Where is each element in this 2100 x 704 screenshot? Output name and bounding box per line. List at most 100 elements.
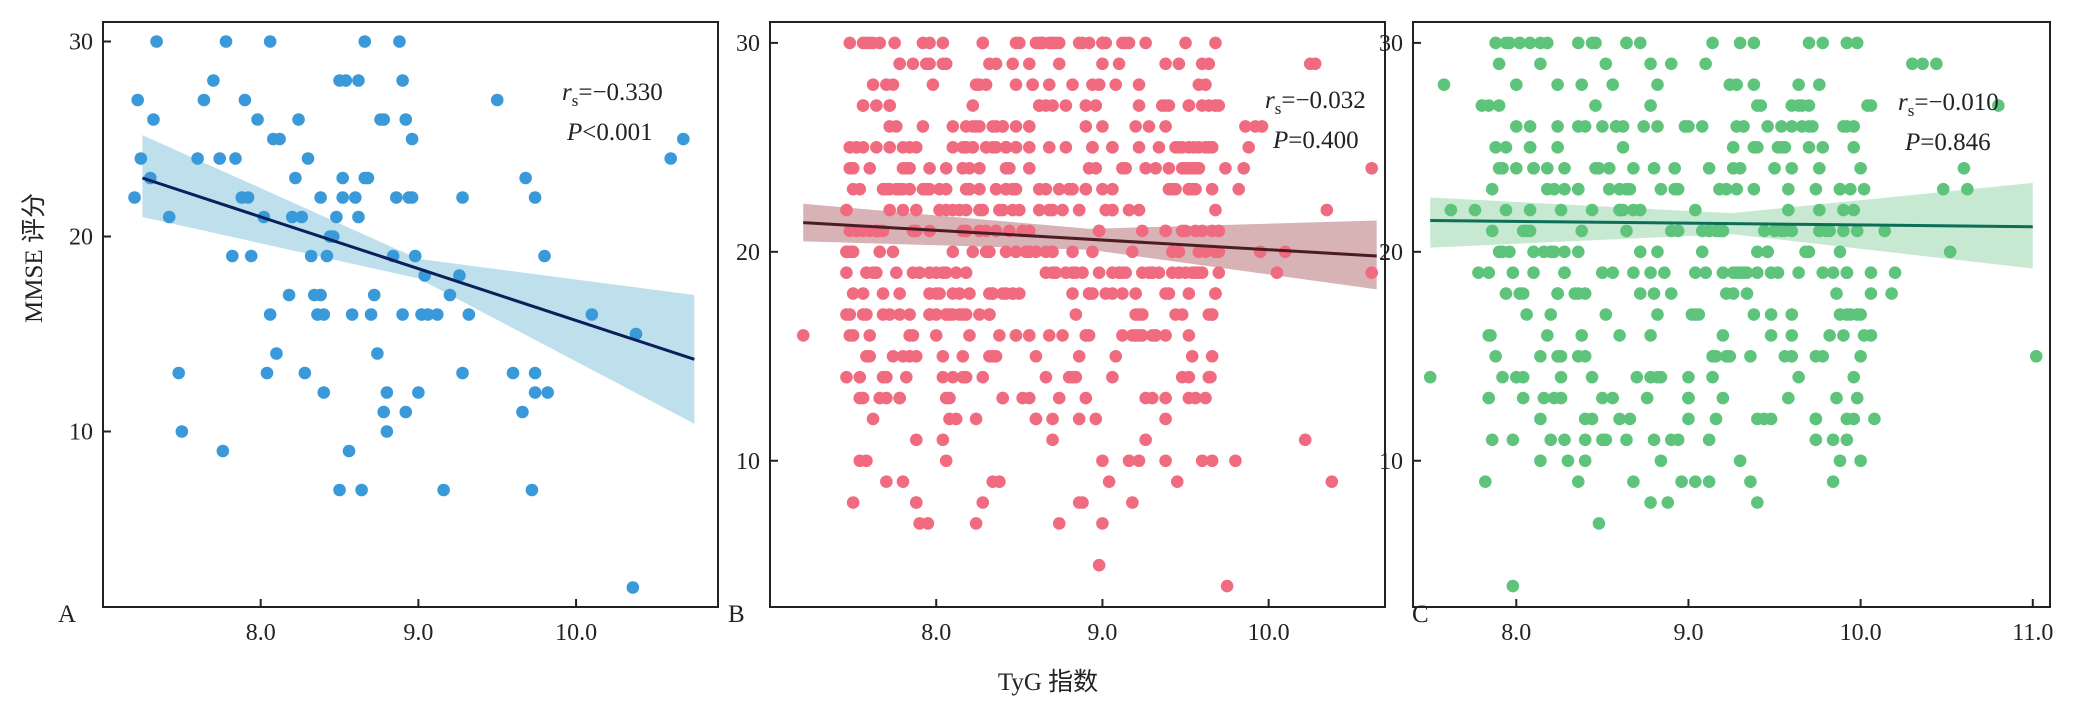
data-point	[585, 308, 599, 321]
data-point	[1764, 329, 1778, 342]
data-point	[1444, 203, 1458, 217]
data-point	[677, 132, 690, 146]
data-point	[1109, 78, 1123, 91]
data-point	[890, 266, 903, 280]
data-point	[1602, 161, 1616, 175]
data-point	[1837, 224, 1850, 238]
y-axis-title: MMSE 评分	[20, 193, 48, 323]
data-point	[1179, 36, 1192, 50]
data-point	[939, 308, 953, 321]
data-point	[959, 266, 973, 280]
data-point	[1785, 161, 1799, 175]
data-point	[285, 210, 299, 224]
data-point	[1695, 224, 1709, 238]
data-point	[1195, 99, 1209, 112]
data-point	[956, 161, 970, 175]
panel-b-stat-p: P=0.400	[1272, 127, 1359, 154]
data-point	[1072, 203, 1086, 217]
data-point	[1189, 224, 1202, 238]
data-point	[1139, 161, 1152, 175]
data-point	[969, 517, 983, 530]
x-tick-label: 9.0	[1087, 620, 1117, 646]
data-point	[1585, 370, 1599, 384]
data-point	[1537, 391, 1551, 405]
data-point	[1943, 245, 1957, 259]
data-point	[1799, 245, 1812, 259]
data-point	[462, 308, 476, 321]
data-point	[1747, 36, 1761, 50]
data-point	[1205, 454, 1219, 468]
data-point	[238, 93, 252, 107]
data-point	[979, 141, 993, 154]
data-point	[1806, 120, 1819, 133]
data-point	[1551, 78, 1564, 91]
data-point	[1571, 182, 1585, 196]
data-point	[213, 152, 226, 165]
data-point	[317, 386, 331, 399]
data-point	[1823, 329, 1836, 342]
data-point	[226, 249, 239, 263]
data-point	[1885, 287, 1898, 300]
data-point	[1492, 99, 1506, 112]
data-point	[906, 57, 920, 71]
data-point	[1544, 308, 1558, 321]
data-point	[1651, 370, 1664, 384]
data-point	[1202, 370, 1216, 384]
data-point	[1172, 141, 1186, 154]
data-point	[840, 308, 853, 321]
data-point	[355, 483, 368, 497]
data-point	[1066, 245, 1079, 259]
data-point	[919, 57, 933, 71]
panel-a-frame	[102, 21, 719, 608]
data-point	[909, 433, 923, 447]
data-point	[371, 347, 384, 360]
data-point	[1751, 141, 1764, 154]
data-point	[983, 349, 996, 363]
data-point	[1129, 308, 1142, 321]
data-point	[1534, 349, 1547, 363]
data-point	[1049, 266, 1063, 280]
data-point	[906, 329, 920, 342]
data-point	[1599, 433, 1613, 447]
data-point	[1702, 475, 1716, 488]
data-point	[1761, 120, 1774, 133]
data-point	[1006, 57, 1019, 71]
y-tick-label: 10	[1379, 449, 1403, 475]
data-point	[949, 266, 963, 280]
data-point	[1830, 287, 1843, 300]
data-point	[1052, 391, 1066, 405]
data-point	[320, 249, 334, 263]
data-point	[1489, 349, 1502, 363]
data-point	[352, 74, 365, 87]
data-point	[1072, 349, 1086, 363]
data-point	[263, 35, 277, 48]
data-point	[1726, 141, 1740, 154]
data-point	[883, 99, 896, 112]
data-point	[1644, 99, 1657, 112]
data-point	[1052, 182, 1066, 196]
data-point	[1485, 433, 1499, 447]
data-point	[856, 308, 870, 321]
data-point	[1833, 454, 1847, 468]
data-point	[1747, 308, 1761, 321]
data-point	[1042, 329, 1056, 342]
data-point	[1172, 245, 1186, 259]
data-point	[1523, 141, 1537, 154]
data-point	[986, 475, 1000, 488]
data-point	[1116, 287, 1129, 300]
data-point	[989, 120, 1003, 133]
data-point	[1082, 161, 1096, 175]
data-point	[1136, 224, 1149, 238]
data-point	[866, 412, 880, 426]
data-point	[840, 245, 853, 259]
y-tick-label: 20	[69, 225, 93, 251]
data-point	[1695, 245, 1709, 259]
data-point	[1534, 57, 1547, 71]
data-point	[1547, 182, 1561, 196]
data-point	[846, 329, 860, 342]
data-point	[1185, 266, 1199, 280]
y-tick-label: 20	[1379, 240, 1403, 266]
data-point	[1159, 120, 1172, 133]
data-point	[1159, 454, 1172, 468]
